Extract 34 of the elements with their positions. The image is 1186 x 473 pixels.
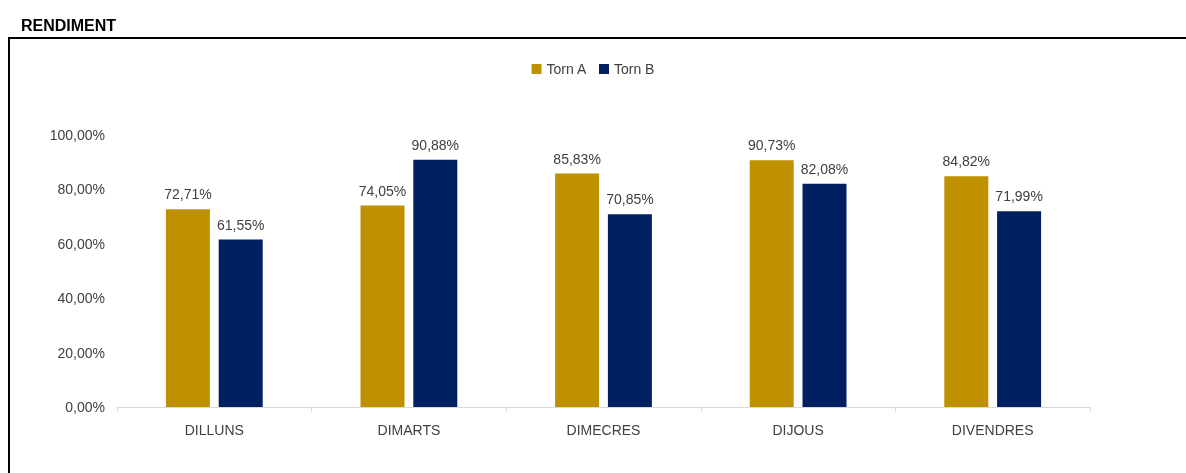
data-label: 90,73% <box>747 137 796 154</box>
bar <box>165 209 210 407</box>
data-label: 61,55% <box>216 216 265 233</box>
data-label: 70,85% <box>606 191 654 208</box>
data-label: 85,83% <box>553 150 601 167</box>
data-label: 74,05% <box>358 182 407 199</box>
y-tick-label: 0,00% <box>65 399 105 415</box>
legend-label: Torn A <box>546 61 587 77</box>
data-label: 72,71% <box>164 186 212 203</box>
bar <box>413 159 458 407</box>
bar <box>555 173 600 407</box>
y-tick-label: 40,00% <box>57 290 105 307</box>
y-tick-label: 100,00% <box>49 127 105 143</box>
data-label: 90,88% <box>411 136 460 153</box>
data-label: 82,08% <box>800 160 849 177</box>
legend-label: Torn B <box>614 61 655 77</box>
data-label: 84,82% <box>942 153 991 170</box>
data-label: 71,99% <box>995 188 1043 205</box>
y-tick-label: 80,00% <box>57 181 105 198</box>
x-tick-label: DILLUNS <box>184 422 244 438</box>
x-tick-label: DIJOUS <box>772 422 824 438</box>
bar <box>607 214 652 407</box>
bar <box>944 176 989 407</box>
x-tick-label: DIMECRES <box>566 422 641 438</box>
y-tick-label: 20,00% <box>57 344 105 361</box>
y-tick-label: 60,00% <box>57 235 105 252</box>
x-tick-label: DIVENDRES <box>951 422 1034 438</box>
bar <box>360 205 405 407</box>
x-tick-label: DIMARTS <box>377 422 441 438</box>
bar <box>997 211 1042 407</box>
bar <box>749 160 794 407</box>
chart-title: RENDIMENT <box>21 16 117 34</box>
bar <box>802 183 847 407</box>
bar <box>218 239 263 407</box>
